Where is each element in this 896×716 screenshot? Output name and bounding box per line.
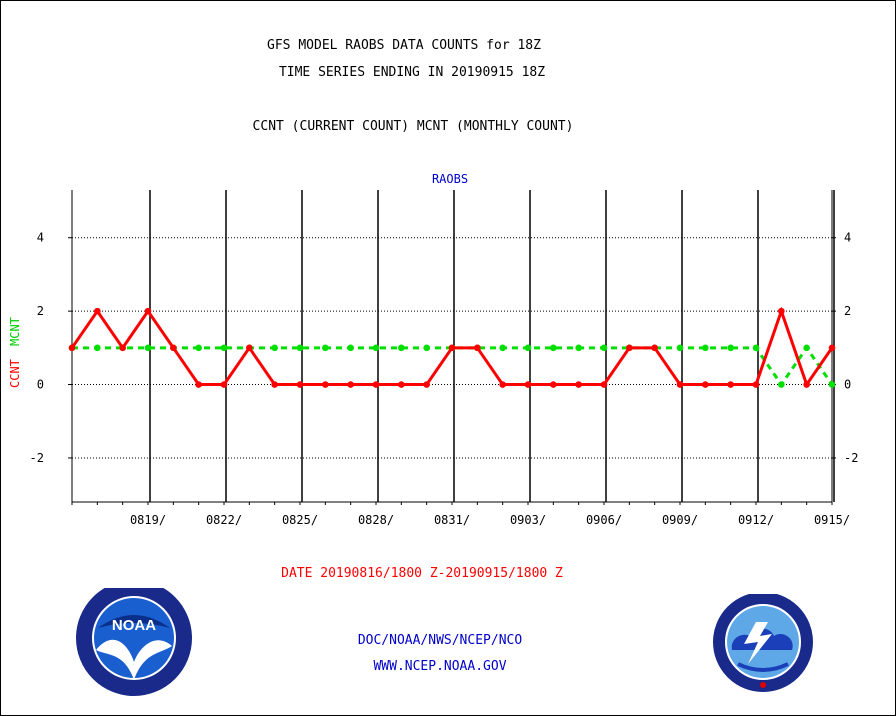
data-point-mcnt (828, 381, 836, 388)
data-point-ccnt (600, 381, 608, 388)
data-point-mcnt (372, 344, 380, 352)
x-tick-label: 0819/ (130, 513, 166, 527)
chart-title-line2: TIME SERIES ENDING IN 20190915 18Z (278, 65, 546, 80)
nws-logo (713, 594, 813, 692)
data-point-mcnt (778, 381, 785, 388)
data-point-ccnt (195, 381, 202, 388)
y-tick-label-left: 2 (37, 304, 44, 318)
x-tick-label: 0831/ (434, 513, 470, 527)
data-point-mcnt (499, 344, 506, 352)
data-point-ccnt (170, 344, 177, 352)
data-point-ccnt (220, 381, 228, 388)
data-point-ccnt (119, 344, 126, 352)
footer-url: WWW.NCEP.NOAA.GOV (373, 659, 507, 674)
data-point-mcnt (702, 344, 709, 352)
data-point-ccnt (271, 381, 278, 388)
data-point-ccnt (651, 344, 658, 352)
noaa-logo: NOAA (76, 588, 192, 696)
x-tick-label: 0909/ (662, 513, 698, 527)
data-point-mcnt (347, 344, 354, 352)
y-tick-label-right: 2 (844, 304, 851, 318)
data-point-ccnt (68, 344, 76, 352)
data-point-ccnt (550, 381, 557, 388)
data-point-ccnt (778, 307, 785, 315)
data-point-mcnt (600, 344, 608, 352)
noaa-logo-text: NOAA (112, 617, 156, 634)
data-point-ccnt (676, 381, 684, 388)
panel-label: RAOBS (431, 172, 469, 186)
data-point-mcnt (550, 344, 557, 352)
data-point-mcnt (803, 344, 810, 352)
y-tick-label-left: -2 (30, 451, 44, 465)
chart-title: GFS MODEL RAOBS DATA COUNTS for 18Z (267, 38, 541, 53)
data-point-ccnt (702, 381, 709, 388)
data-point-mcnt (524, 344, 532, 352)
x-tick-label: 0906/ (586, 513, 622, 527)
x-tick-label: 0903/ (510, 513, 546, 527)
y-tick-label-right: 0 (844, 378, 851, 392)
data-point-mcnt (296, 344, 304, 352)
data-point-ccnt (752, 381, 760, 388)
chart-subtitle: CCNT (CURRENT COUNT) MCNT (MONTHLY COUNT… (252, 119, 574, 134)
y-tick-label-right: -2 (844, 451, 858, 465)
data-point-mcnt (271, 344, 278, 352)
data-point-ccnt (372, 381, 380, 388)
data-point-ccnt (423, 381, 430, 388)
data-point-mcnt (752, 344, 760, 352)
data-point-ccnt (448, 344, 456, 352)
data-point-ccnt (398, 381, 405, 388)
data-point-mcnt (144, 344, 152, 352)
data-point-ccnt (499, 381, 506, 388)
y-tick-label-left: 4 (37, 231, 44, 245)
data-point-ccnt (727, 381, 734, 388)
x-tick-label: 0915/ (814, 513, 850, 527)
data-point-mcnt (676, 344, 684, 352)
date-range: DATE 20190816/1800 Z-20190915/1800 Z (281, 566, 563, 581)
x-tick-label: 0912/ (738, 513, 774, 527)
nws-star-icon (760, 682, 766, 688)
data-point-mcnt (322, 344, 329, 352)
data-point-mcnt (94, 344, 101, 352)
data-point-ccnt (575, 381, 582, 388)
data-point-ccnt (246, 344, 253, 352)
data-point-mcnt (398, 344, 405, 352)
footer-org: DOC/NOAA/NWS/NCEP/NCO (357, 633, 523, 648)
data-point-ccnt (474, 344, 481, 352)
data-point-ccnt (347, 381, 354, 388)
data-point-ccnt (828, 344, 836, 352)
x-tick-label: 0825/ (282, 513, 318, 527)
data-point-mcnt (220, 344, 228, 352)
data-point-mcnt (575, 344, 582, 352)
data-point-mcnt (423, 344, 430, 352)
data-point-ccnt (803, 381, 810, 388)
data-point-ccnt (322, 381, 329, 388)
x-tick-label: 0828/ (358, 513, 394, 527)
data-point-mcnt (195, 344, 202, 352)
data-point-ccnt (94, 307, 101, 315)
y-tick-label-left: 0 (37, 378, 44, 392)
x-tick-label: 0822/ (206, 513, 242, 527)
data-point-ccnt (144, 307, 152, 315)
data-point-ccnt (626, 344, 633, 352)
data-point-mcnt (727, 344, 734, 352)
y-tick-label-right: 4 (844, 231, 851, 245)
data-point-ccnt (524, 381, 532, 388)
data-point-ccnt (296, 381, 304, 388)
